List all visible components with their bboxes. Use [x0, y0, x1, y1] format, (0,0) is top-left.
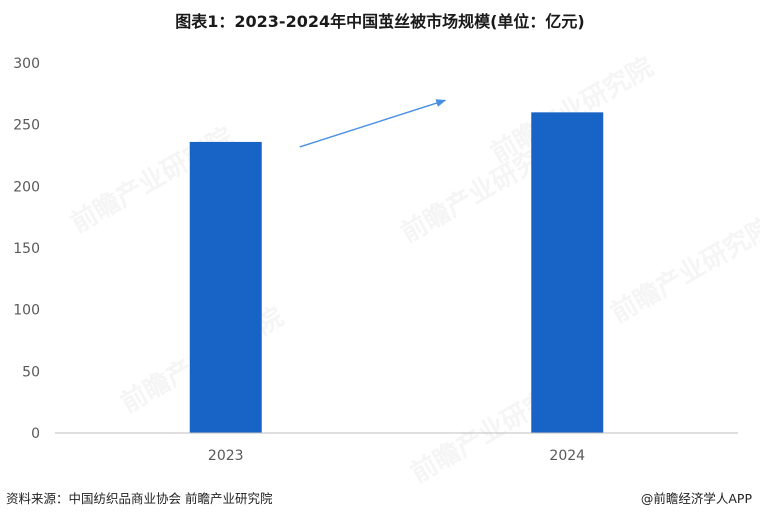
- y-tick-label: 50: [22, 364, 40, 380]
- y-tick-label: 150: [13, 241, 40, 257]
- source-note: 资料来源：中国纺织品商业协会 前瞻产业研究院: [6, 491, 273, 506]
- x-tick-label: 2023: [208, 448, 244, 464]
- y-tick-label: 100: [13, 303, 40, 319]
- y-tick-label: 300: [13, 56, 40, 72]
- y-tick-label: 200: [13, 179, 40, 195]
- y-tick-label: 0: [31, 426, 40, 442]
- trend-arrow: [299, 99, 447, 148]
- bar-2023: [189, 141, 262, 433]
- brand-credit: @前瞻经济学人APP: [640, 491, 752, 506]
- bar-2024: [531, 112, 604, 433]
- y-tick-label: 250: [13, 118, 40, 134]
- x-tick-label: 2024: [549, 448, 585, 464]
- chart-title: 图表1：2023-2024年中国茧丝被市场规模(单位：亿元): [175, 12, 585, 31]
